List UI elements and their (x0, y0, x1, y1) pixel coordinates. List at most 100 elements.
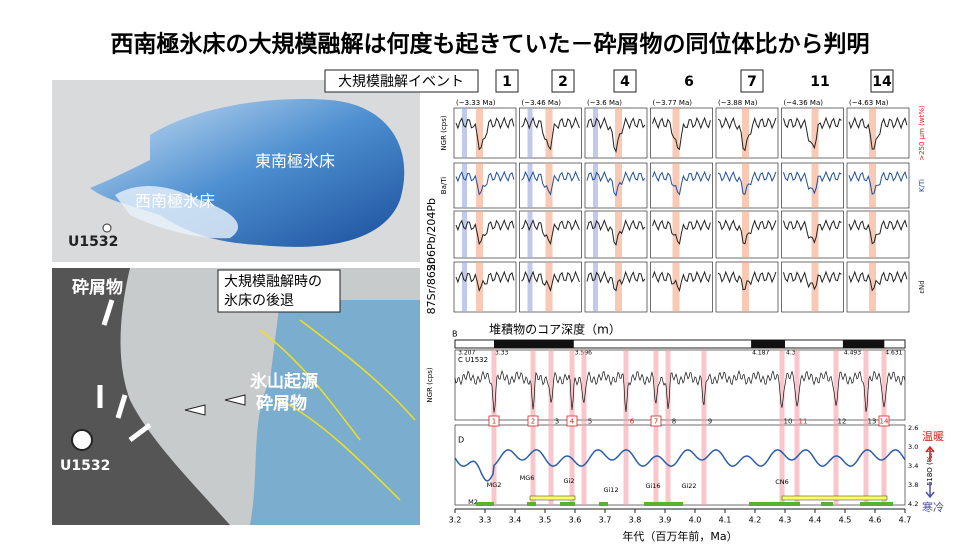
stage-label: Gi16 (645, 482, 660, 490)
panel-curve (455, 218, 515, 246)
event-number: 1 (492, 418, 496, 426)
panel-ylabel: 206Pb/204Pb (425, 198, 438, 271)
event-number: 10 (784, 418, 793, 426)
event-number: 9 (708, 418, 712, 426)
chron-age: 4.187 (752, 350, 769, 357)
event-number: 2 (531, 418, 535, 426)
highlight (811, 108, 819, 158)
event-number: 7 (747, 74, 757, 90)
stage-label: MG6 (520, 474, 535, 482)
highlight (593, 211, 598, 258)
site-dot (71, 429, 93, 451)
x-tick-label: 3.8 (629, 516, 642, 525)
x-tick-label: 4.7 (899, 516, 912, 525)
panel (846, 261, 910, 313)
event-box (613, 69, 637, 93)
highlight (476, 163, 483, 208)
x-tick-label: 3.7 (599, 516, 612, 525)
panel-age: (~4.36 Ma) (784, 99, 824, 107)
panel-age: (~4.63 Ma) (849, 99, 889, 107)
panel-ylabel: 87Sr/86Sr (425, 259, 438, 314)
highlight (742, 108, 749, 158)
event-band (623, 350, 629, 505)
green-bar (644, 502, 683, 506)
highlight (527, 262, 533, 312)
panel-curve (521, 270, 580, 293)
panel-curve (783, 270, 842, 291)
highlight (527, 163, 533, 208)
event-header: 大規模融解イベント (338, 74, 464, 90)
y-tick-label: 3.8 (908, 481, 918, 489)
event-box (566, 415, 578, 427)
event-box (740, 69, 764, 93)
highlight (811, 211, 819, 258)
event-number: 4 (620, 74, 630, 90)
panel-curve (586, 170, 646, 197)
polarity (454, 339, 906, 349)
panel-age: (~3.77 Ma) (653, 99, 693, 107)
chron-age: 4.631 (885, 350, 902, 357)
event-band (653, 350, 659, 505)
event-number: 14 (880, 418, 889, 426)
panel-curve (848, 170, 908, 196)
event-header-box (324, 69, 479, 93)
axis-label: δ18O (‰) (926, 450, 934, 486)
panel-curve (652, 218, 711, 245)
panel-ylabel-right: >250 µm (wt%) (918, 105, 926, 161)
panel-ylabel: NGR (cps) (440, 115, 448, 150)
event-number: 12 (838, 418, 847, 426)
depth-axis: 堆積物のコア深度（m） (489, 322, 621, 337)
retreat-lines (259, 319, 416, 501)
highlight (476, 108, 483, 158)
panel-curve (586, 270, 646, 292)
highlight (615, 262, 622, 312)
panel-age: (~3.46 Ma) (522, 99, 562, 107)
ice-shelf (250, 300, 420, 525)
green-bar (821, 502, 833, 506)
panel-curve (848, 218, 908, 245)
event-number: 2 (558, 74, 568, 90)
highlight (869, 262, 876, 312)
title: 西南極氷床の大規模融解は何度も起きていた－砕屑物の同位体比から判明 (111, 31, 870, 58)
event-box (488, 415, 500, 427)
highlight (476, 262, 483, 312)
event-number: 7 (654, 418, 658, 426)
y-tick-label: 3.4 (908, 462, 918, 470)
x-tick-label: 4.3 (779, 516, 792, 525)
event-number: 6 (684, 74, 694, 90)
event-band (665, 350, 671, 505)
event-band (569, 350, 575, 505)
green-bar (560, 502, 575, 506)
label: D (458, 436, 464, 445)
event-box (527, 415, 539, 427)
x-axis-title: 年代（百万年前，Ma） (622, 529, 737, 543)
axis-label: NGR (cps) (426, 367, 434, 402)
event-number: 14 (872, 74, 892, 90)
highlight (545, 163, 553, 208)
panel-curve (783, 116, 842, 150)
panel-curve (586, 219, 646, 247)
event-box (878, 415, 890, 427)
stage-label: CN6 (775, 478, 789, 486)
x-tick-label: 4.5 (839, 516, 852, 525)
stage-label: M2 (468, 498, 478, 506)
highlight (672, 262, 680, 312)
warm-arrow (925, 445, 935, 462)
stage-label: Gi22 (681, 482, 696, 490)
panel-curve (652, 116, 711, 151)
map-label: 東南極氷床 (255, 152, 335, 171)
label: B (452, 330, 458, 339)
x-tick-label: 3.2 (449, 516, 462, 525)
event-band (491, 350, 497, 505)
event-band (833, 350, 839, 505)
y-tick-label: 3.0 (908, 443, 918, 451)
panel-curve (455, 116, 515, 151)
highlight (593, 108, 598, 158)
panel-ylabel: Ba/Ti (440, 177, 448, 195)
stage-label: Gi12 (603, 486, 618, 494)
chron-age: 4.3 (786, 350, 796, 357)
yellow-bar (529, 495, 576, 501)
polarity-bar (751, 340, 785, 348)
west-ice (115, 185, 239, 239)
